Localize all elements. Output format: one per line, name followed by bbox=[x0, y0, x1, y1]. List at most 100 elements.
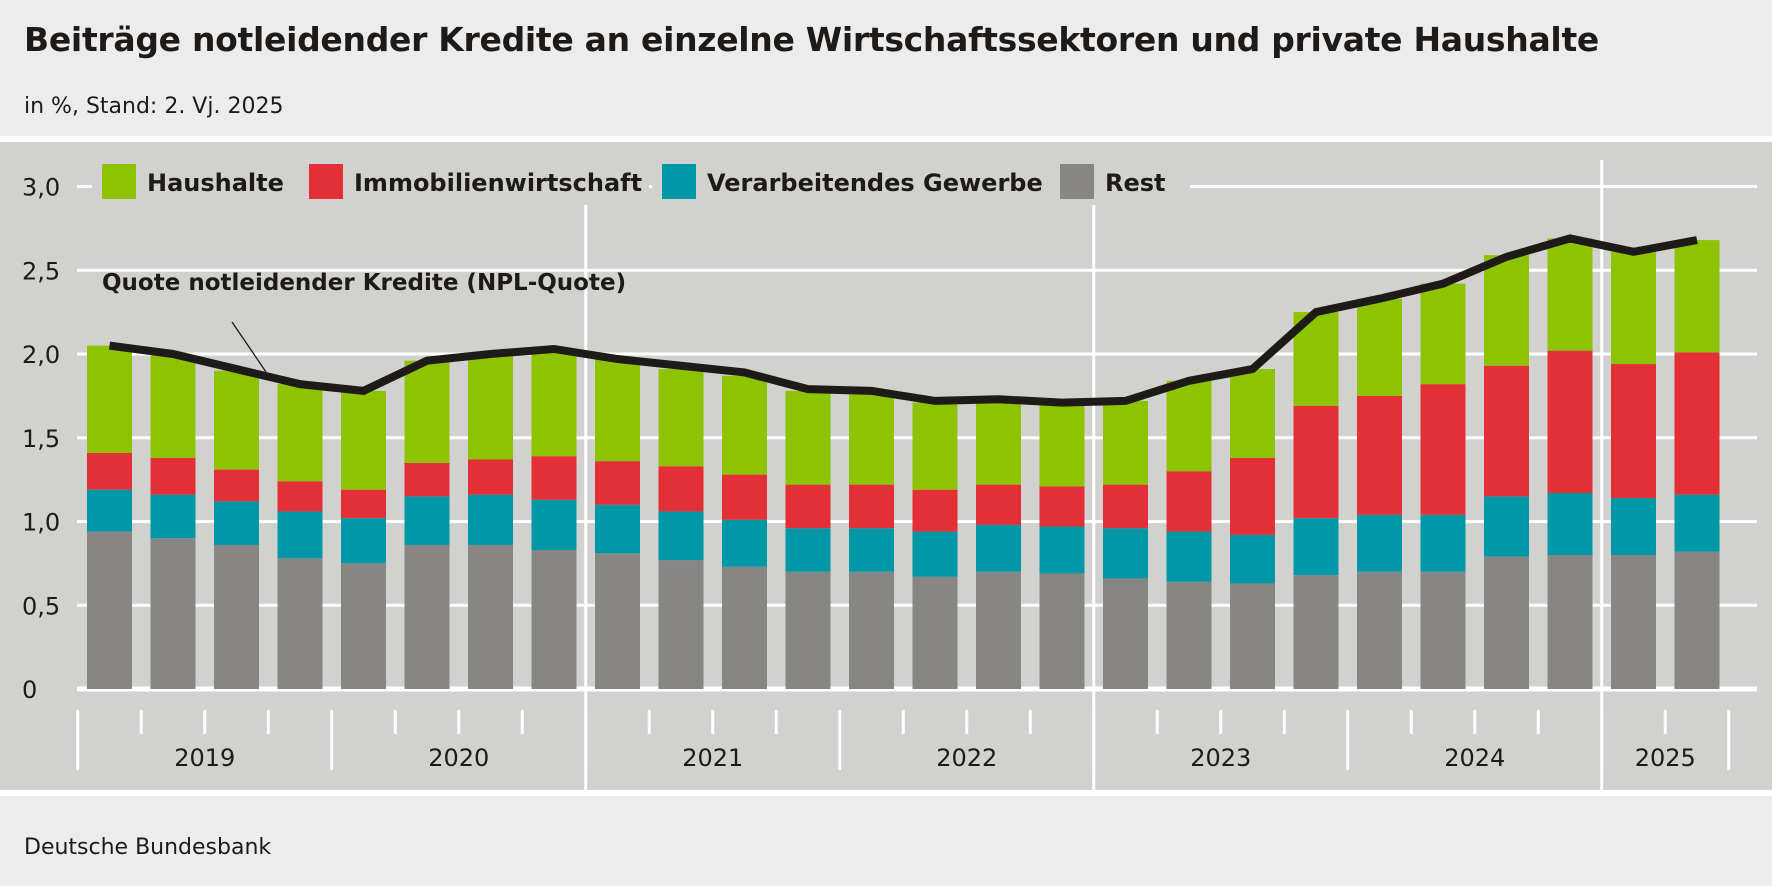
bar-immobilienwirtschaft bbox=[87, 452, 132, 490]
bar-verarbeitendes-gewerbe bbox=[595, 504, 640, 554]
bar-rest bbox=[785, 571, 831, 689]
bar-immobilienwirtschaft bbox=[1230, 457, 1275, 535]
bar-rest bbox=[277, 558, 323, 689]
bar-immobilienwirtschaft bbox=[1357, 395, 1402, 515]
bottom-divider bbox=[0, 790, 1772, 796]
bar-rest bbox=[976, 571, 1021, 689]
legend-label: Immobilienwirtschaft bbox=[354, 169, 642, 197]
bar-immobilienwirtschaft bbox=[1293, 405, 1339, 519]
bar-haushalte bbox=[341, 390, 386, 490]
bar-rest bbox=[1293, 575, 1339, 689]
bar-rest bbox=[531, 549, 577, 689]
bar-haushalte bbox=[1166, 380, 1212, 472]
bar-verarbeitendes-gewerbe bbox=[1484, 496, 1529, 557]
x-year-label: 2020 bbox=[428, 744, 489, 772]
bar-immobilienwirtschaft bbox=[912, 489, 958, 532]
bar-verarbeitendes-gewerbe bbox=[912, 531, 958, 577]
bar-rest bbox=[341, 563, 386, 689]
bar-verarbeitendes-gewerbe bbox=[277, 511, 323, 559]
x-year-label: 2024 bbox=[1444, 744, 1505, 772]
bar-verarbeitendes-gewerbe bbox=[468, 494, 513, 545]
bar-rest bbox=[722, 566, 767, 689]
bar-rest bbox=[404, 544, 450, 689]
bar-haushalte bbox=[1674, 240, 1720, 353]
bar-rest bbox=[1230, 583, 1275, 689]
x-axis: 2019 2020 2021 2022 2023 2024 2025 bbox=[76, 710, 1731, 772]
bar-haushalte bbox=[595, 359, 640, 462]
bar-rest bbox=[849, 571, 894, 689]
x-year-label: 2023 bbox=[1190, 744, 1251, 772]
bar-rest bbox=[912, 576, 958, 689]
bar-verarbeitendes-gewerbe bbox=[1230, 534, 1275, 584]
bar-immobilienwirtschaft bbox=[150, 457, 196, 495]
bar-rest bbox=[1484, 556, 1529, 689]
bar-rest bbox=[87, 531, 132, 689]
bar-verarbeitendes-gewerbe bbox=[785, 528, 831, 572]
y-axis-ticks: 0 0,5 1,0 1,5 2,0 2,5 3,0 bbox=[22, 174, 60, 705]
legend-label: Haushalte bbox=[147, 169, 284, 197]
bar-immobilienwirtschaft bbox=[595, 461, 640, 505]
bar-haushalte bbox=[1230, 369, 1275, 458]
bar-rest bbox=[1674, 551, 1720, 689]
npl-line-annotation: Quote notleidender Kredite (NPL-Quote) bbox=[102, 270, 626, 296]
bar-immobilienwirtschaft bbox=[404, 462, 450, 497]
x-year-label: 2021 bbox=[682, 744, 743, 772]
bar-haushalte bbox=[1357, 298, 1402, 396]
bar-rest bbox=[1166, 581, 1212, 689]
bar-haushalte bbox=[150, 355, 196, 458]
bar-immobilienwirtschaft bbox=[785, 484, 831, 529]
bar-haushalte bbox=[1103, 400, 1148, 485]
legend-label: Verarbeitendes Gewerbe bbox=[707, 169, 1043, 197]
bar-immobilienwirtschaft bbox=[468, 459, 513, 495]
bar-rest bbox=[1420, 571, 1466, 689]
chart-title: Beiträge notleidender Kredite an einzeln… bbox=[24, 20, 1600, 59]
bar-rest bbox=[595, 553, 640, 689]
bar-verarbeitendes-gewerbe bbox=[150, 494, 196, 539]
legend-item-background bbox=[652, 160, 1052, 205]
bar-immobilienwirtschaft bbox=[1611, 364, 1656, 499]
bar-immobilienwirtschaft bbox=[1547, 350, 1593, 494]
bar-rest bbox=[1547, 555, 1593, 689]
bar-immobilienwirtschaft bbox=[849, 484, 894, 529]
bar-immobilienwirtschaft bbox=[1420, 384, 1466, 515]
bar-haushalte bbox=[849, 394, 894, 485]
bar-verarbeitendes-gewerbe bbox=[1420, 514, 1466, 572]
bar-verarbeitendes-gewerbe bbox=[87, 489, 132, 532]
y-tick-label: 0 bbox=[22, 676, 37, 704]
bar-immobilienwirtschaft bbox=[1103, 484, 1148, 529]
bar-immobilienwirtschaft bbox=[1484, 365, 1529, 497]
y-tick-label: 2,5 bbox=[22, 257, 60, 285]
bar-haushalte bbox=[1484, 255, 1529, 366]
legend-swatch bbox=[102, 164, 136, 199]
bar-immobilienwirtschaft bbox=[976, 484, 1021, 525]
bar-verarbeitendes-gewerbe bbox=[1103, 528, 1148, 579]
chart-subtitle: in %, Stand: 2. Vj. 2025 bbox=[24, 94, 284, 119]
bar-rest bbox=[1039, 573, 1085, 689]
bar-immobilienwirtschaft bbox=[1674, 352, 1720, 495]
bar-immobilienwirtschaft bbox=[341, 489, 386, 519]
source-label: Deutsche Bundesbank bbox=[24, 835, 272, 860]
bar-haushalte bbox=[658, 369, 704, 467]
bar-verarbeitendes-gewerbe bbox=[341, 518, 386, 564]
legend-swatch bbox=[1060, 164, 1094, 199]
bar-verarbeitendes-gewerbe bbox=[404, 496, 450, 545]
npl-quote-line bbox=[108, 234, 1698, 407]
bar-verarbeitendes-gewerbe bbox=[531, 499, 577, 550]
bar-rest bbox=[150, 538, 196, 689]
x-year-label: 2019 bbox=[174, 744, 235, 772]
bar-verarbeitendes-gewerbe bbox=[214, 501, 259, 545]
bar-haushalte bbox=[1611, 251, 1656, 365]
bar-rest bbox=[468, 544, 513, 689]
bar-haushalte bbox=[214, 370, 259, 470]
bar-verarbeitendes-gewerbe bbox=[849, 528, 894, 572]
y-tick-label: 3,0 bbox=[22, 174, 60, 202]
bar-verarbeitendes-gewerbe bbox=[1611, 498, 1656, 555]
bar-haushalte bbox=[531, 350, 577, 457]
bar-haushalte bbox=[976, 400, 1021, 485]
bar-haushalte bbox=[912, 402, 958, 490]
y-tick-label: 1,0 bbox=[22, 509, 60, 537]
top-divider bbox=[0, 136, 1772, 142]
bar-verarbeitendes-gewerbe bbox=[1547, 493, 1593, 555]
x-year-label: 2022 bbox=[936, 744, 997, 772]
